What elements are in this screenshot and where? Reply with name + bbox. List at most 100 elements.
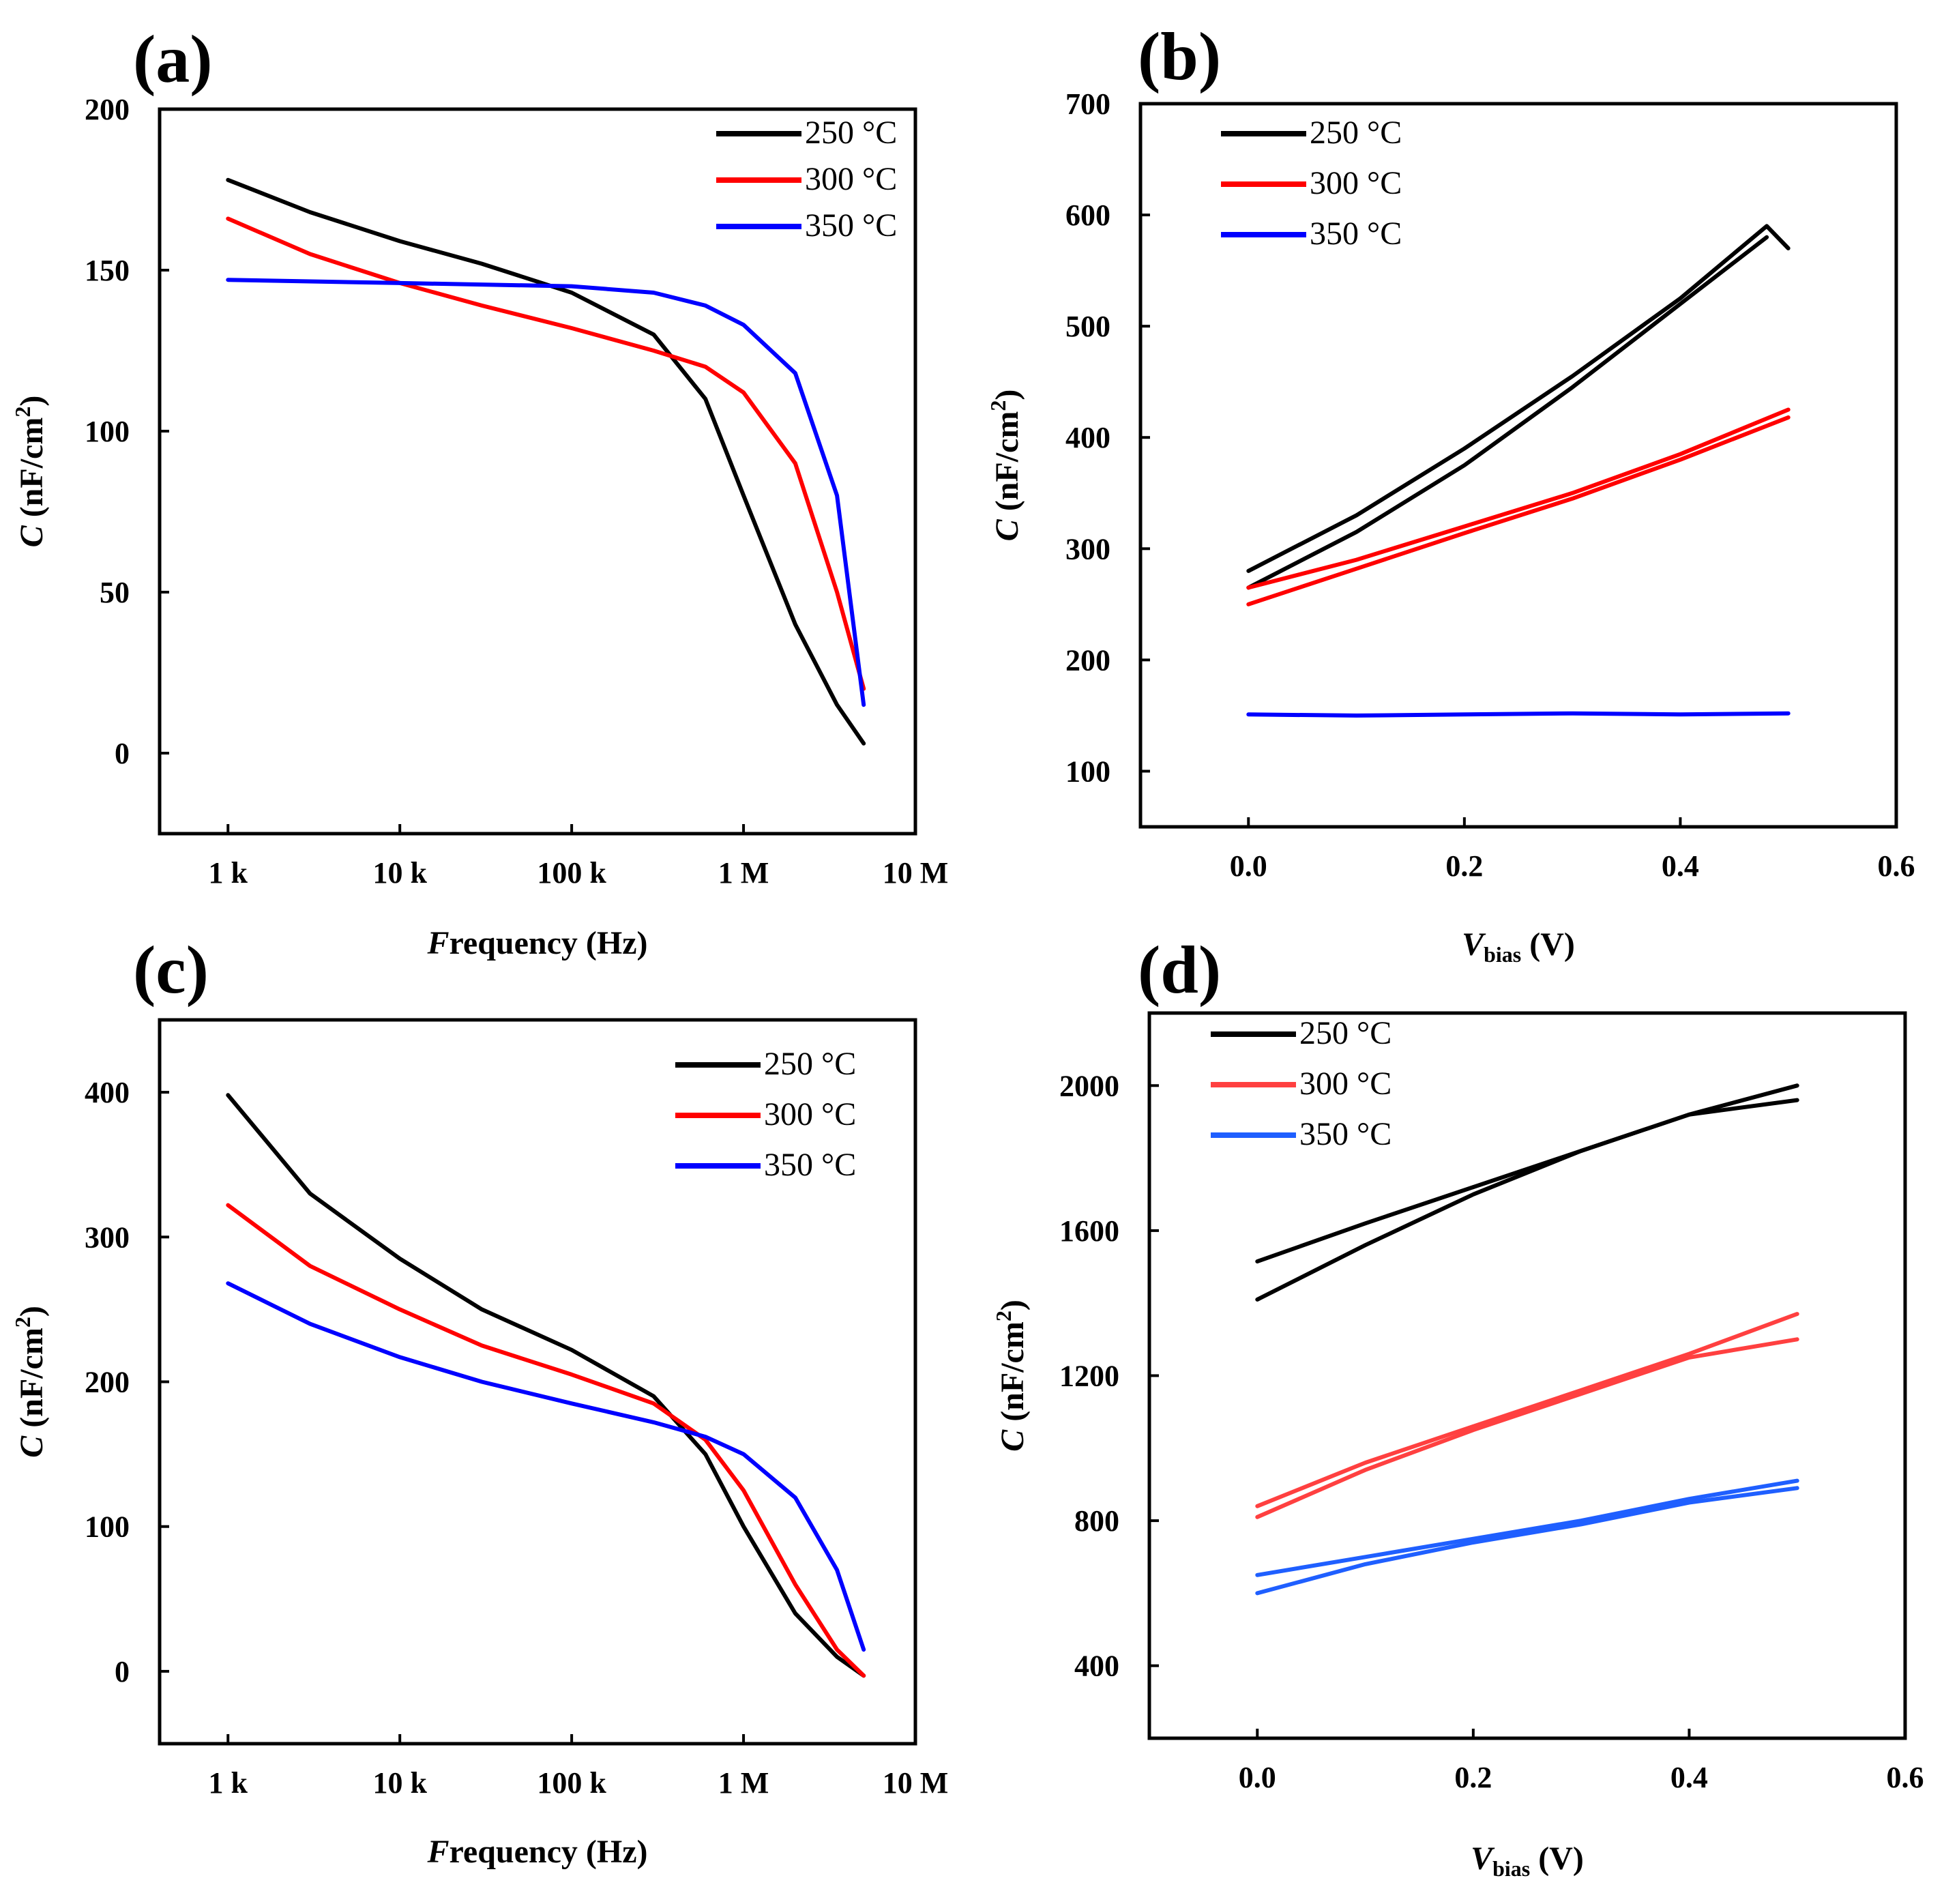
- legend-entry: 350 °C: [764, 1147, 856, 1183]
- x-axis-label-text: requency (Hz): [449, 925, 647, 961]
- x-tick-label: 0.2: [1454, 1761, 1492, 1794]
- y-axis-label-superscript: 2: [986, 400, 1010, 411]
- series-line-5: [1246, 711, 1791, 718]
- series-line-2: [226, 1203, 866, 1678]
- x-tick-label: 0.0: [1230, 849, 1267, 883]
- x-tick-label: 100 k: [537, 1766, 606, 1800]
- panel-label: (c): [133, 932, 209, 1008]
- y-axis-label: C (nF/cm2): [10, 1306, 50, 1458]
- x-axis-label-italic: V: [1462, 926, 1486, 963]
- x-tick-label: 1 M: [718, 1766, 769, 1800]
- y-tick-label: 0: [115, 737, 130, 770]
- legend-entry: 250 °C: [805, 115, 897, 151]
- y-axis-label: C (nF/cm2): [986, 390, 1025, 542]
- y-axis-label-italic: C: [989, 518, 1025, 541]
- x-tick-label: 10 M: [883, 856, 949, 890]
- y-tick-label: 400: [1065, 421, 1110, 454]
- y-tick-label: 200: [1065, 643, 1110, 677]
- x-axis-label-subscript: bias: [1484, 942, 1521, 967]
- x-axis-label-text: (V): [1521, 926, 1575, 963]
- y-axis-label-italic: C: [14, 1435, 50, 1458]
- series-line-3: [226, 278, 866, 707]
- series-line-3: [1255, 1312, 1799, 1508]
- y-tick-label: 0: [115, 1655, 130, 1688]
- x-axis-label-italic: F: [426, 1834, 449, 1870]
- y-tick-label: 1200: [1059, 1360, 1119, 1393]
- y-axis-label-text: (nF/cm: [14, 1328, 50, 1436]
- series-line-1: [1255, 1083, 1799, 1264]
- y-axis-label-close: ): [14, 396, 50, 407]
- series-line-3: [226, 1281, 866, 1652]
- legend-entry: 300 °C: [1299, 1066, 1391, 1102]
- legend-entry: 300 °C: [1310, 165, 1402, 201]
- legend-entry: 250 °C: [1299, 1015, 1391, 1051]
- panel-c: (c) 1 k 10 k 100 k 1 M 10 M 0 100 200 300 400 Frequ…: [10, 932, 948, 1870]
- series-line-2: [226, 216, 866, 691]
- y-tick-label: 300: [1065, 532, 1110, 566]
- x-tick-label: 1 k: [209, 856, 248, 890]
- y-axis-label-close: ): [989, 390, 1025, 400]
- panel-b: (b) 0.0 0.2 0.4 0.6 100 200 300 400 500 600 700 Vbia…: [986, 18, 1915, 967]
- legend-entry: 350 °C: [1310, 216, 1402, 252]
- series-line-2: [1246, 235, 1769, 590]
- panel-d: (d) 0.0 0.2 0.4 0.6 400 800 1200 1600 2000 Vbias (…: [991, 932, 1924, 1881]
- x-tick-label: 1 k: [209, 1766, 248, 1800]
- y-axis-label-superscript: 2: [10, 1317, 35, 1328]
- x-axis-label: Vbias (V): [1462, 926, 1575, 967]
- y-axis-label-text: (nF/cm: [995, 1321, 1031, 1430]
- y-axis-label-superscript: 2: [991, 1310, 1016, 1321]
- y-tick-label: 800: [1074, 1504, 1119, 1538]
- plot-frame: [158, 107, 917, 836]
- y-tick-label: 300: [85, 1220, 130, 1254]
- x-axis-label-subscript: bias: [1492, 1856, 1530, 1881]
- y-tick-label: 200: [85, 1366, 130, 1399]
- x-tick-label: 0.0: [1239, 1761, 1276, 1794]
- y-tick-label: 400: [85, 1076, 130, 1109]
- panel-label: (d): [1138, 932, 1221, 1008]
- y-axis-label: C (nF/cm2): [10, 396, 50, 548]
- y-tick-label: 2000: [1059, 1069, 1119, 1102]
- y-axis-label-italic: C: [14, 525, 50, 547]
- y-axis-label-superscript: 2: [10, 407, 35, 418]
- y-tick-label: 600: [1065, 199, 1110, 232]
- y-tick-label: 100: [85, 415, 130, 448]
- series-line-1: [226, 1093, 866, 1678]
- legend-entry: 350 °C: [1299, 1116, 1391, 1152]
- y-tick-label: 1600: [1059, 1214, 1119, 1248]
- series-line-6: [1255, 1486, 1799, 1596]
- panel-label: (b): [1138, 18, 1221, 94]
- x-tick-label: 100 k: [537, 856, 606, 890]
- series-line-2: [1255, 1098, 1799, 1302]
- x-axis-label: Frequency (Hz): [426, 1834, 647, 1870]
- y-axis-label-text: (nF/cm: [989, 411, 1025, 520]
- x-axis-label-italic: V: [1471, 1841, 1495, 1877]
- legend-entry: 300 °C: [805, 161, 897, 197]
- x-axis-label-italic: F: [426, 925, 449, 961]
- x-axis-label: Vbias (V): [1471, 1841, 1584, 1881]
- y-axis-label-close: ): [995, 1300, 1031, 1310]
- x-tick-label: 0.2: [1445, 849, 1483, 883]
- series-line-5: [1255, 1478, 1799, 1577]
- x-tick-label: 0.4: [1670, 1761, 1708, 1794]
- x-tick-label: 10 M: [883, 1766, 949, 1800]
- legend-entry: 350 °C: [805, 207, 897, 244]
- x-tick-label: 0.6: [1878, 849, 1915, 883]
- x-tick-label: 0.6: [1887, 1761, 1924, 1794]
- y-tick-label: 400: [1074, 1650, 1119, 1683]
- x-tick-label: 1 M: [718, 856, 769, 890]
- series-line-1: [226, 177, 866, 746]
- series-line-4: [1246, 415, 1791, 606]
- y-tick-label: 500: [1065, 310, 1110, 343]
- x-axis-label: Frequency (Hz): [426, 925, 647, 961]
- series-line-4: [1255, 1337, 1799, 1519]
- y-axis-label: C (nF/cm2): [991, 1300, 1031, 1452]
- panel-a: (a) 1 k 10 k 100 k 1 M 10 M 0 50 100 150 200 Freque…: [10, 21, 948, 961]
- x-tick-label: 0.4: [1662, 849, 1699, 883]
- y-tick-label: 150: [85, 254, 130, 287]
- y-axis-label-italic: C: [995, 1429, 1031, 1452]
- series-line-1: [1246, 224, 1791, 573]
- y-axis-label-text: (nF/cm: [14, 418, 50, 526]
- y-tick-label: 50: [100, 576, 130, 609]
